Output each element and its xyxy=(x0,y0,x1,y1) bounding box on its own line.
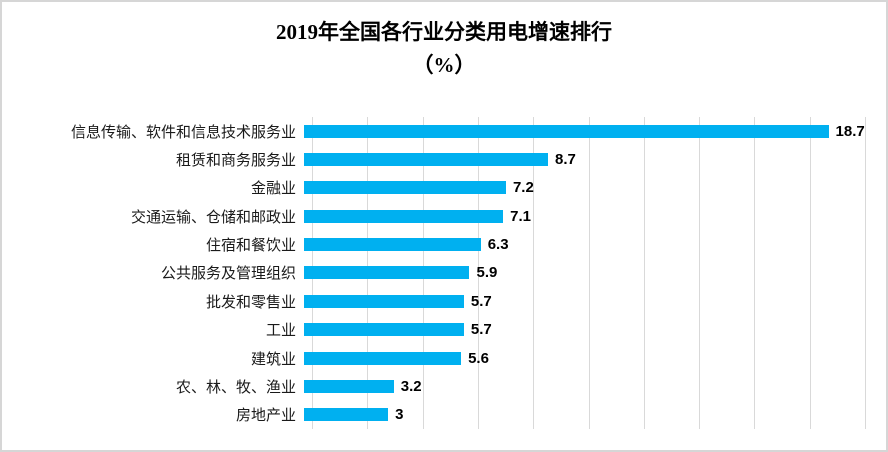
bar-value-label: 5.9 xyxy=(476,264,498,282)
bar-row: 信息传输、软件和信息技术服务业 18.7 xyxy=(14,117,865,145)
bar-track: 5.7 xyxy=(304,287,865,315)
bar-value-label: 6.3 xyxy=(487,236,509,254)
bar-row: 建筑业 5.6 xyxy=(14,344,865,372)
bar-value-label: 5.7 xyxy=(470,321,492,339)
category-label: 建筑业 xyxy=(250,351,296,368)
bar xyxy=(304,379,394,393)
gridline xyxy=(588,117,590,429)
bar xyxy=(304,351,462,365)
bar-track: 7.2 xyxy=(304,174,865,202)
bar-track: 3.2 xyxy=(304,372,865,400)
bar-row: 租赁和商务服务业 8.7 xyxy=(14,145,865,173)
bar xyxy=(304,408,389,422)
bar-track: 3 xyxy=(304,401,865,429)
gridline xyxy=(754,117,756,429)
bar-row: 住宿和餐饮业 6.3 xyxy=(14,230,865,258)
gridline xyxy=(643,117,645,429)
bar-track: 7.1 xyxy=(304,202,865,230)
bar xyxy=(304,153,549,167)
bar xyxy=(304,266,470,280)
bar-value-label: 7.2 xyxy=(512,179,534,197)
category-label: 工业 xyxy=(265,323,296,340)
gridline xyxy=(865,117,866,429)
bar-row: 交通运输、仓储和邮政业 7.1 xyxy=(14,202,865,230)
bar xyxy=(304,238,481,252)
category-label: 交通运输、仓储和邮政业 xyxy=(130,209,296,226)
bar xyxy=(304,181,506,195)
gridline xyxy=(477,117,479,429)
gridline xyxy=(699,117,701,429)
bar-track: 8.7 xyxy=(304,145,865,173)
chart-title: 2019年全国各行业分类用电增速排行 （%） xyxy=(2,16,886,82)
bar-track: 6.3 xyxy=(304,230,865,258)
bar-value-label: 5.7 xyxy=(470,292,492,310)
bar-value-label: 8.7 xyxy=(555,151,576,169)
bar-track: 5.7 xyxy=(304,316,865,344)
category-label: 金融业 xyxy=(250,181,296,198)
bar-row: 金融业 7.2 xyxy=(14,174,865,202)
category-label: 信息传输、软件和信息技术服务业 xyxy=(70,124,296,141)
bar-track: 18.7 xyxy=(304,117,865,145)
bar-value-label: 3.2 xyxy=(400,377,422,395)
bar-value-label: 5.6 xyxy=(468,349,489,367)
category-label: 批发和零售业 xyxy=(205,294,296,311)
chart-title-line1: 2019年全国各行业分类用电增速排行 xyxy=(276,20,612,44)
bar-rows: 信息传输、软件和信息技术服务业 18.7 租赁和商务服务业 8.7 金融业 7.2 交通运输… xyxy=(14,117,865,429)
bar-track: 5.6 xyxy=(304,344,865,372)
bar-value-label: 7.1 xyxy=(510,207,531,225)
bar-track: 5.9 xyxy=(304,259,865,287)
category-label: 住宿和餐饮业 xyxy=(205,238,296,255)
bar-row: 公共服务及管理组织 5.9 xyxy=(14,259,865,287)
category-label: 公共服务及管理组织 xyxy=(160,266,296,283)
bar-row: 农、林、牧、渔业 3.2 xyxy=(14,372,865,400)
bar xyxy=(304,294,464,308)
bar xyxy=(304,209,504,223)
category-label: 房地产业 xyxy=(235,408,296,425)
bar-row: 工业 5.7 xyxy=(14,316,865,344)
gridline xyxy=(809,117,811,429)
chart-title-line2: （%） xyxy=(412,53,476,77)
bar-value-label: 18.7 xyxy=(835,122,865,140)
category-label: 租赁和商务服务业 xyxy=(175,153,296,170)
bar-row: 批发和零售业 5.7 xyxy=(14,287,865,315)
gridline xyxy=(533,117,535,429)
bar xyxy=(304,323,464,337)
bar-value-label: 3 xyxy=(395,406,404,424)
bar xyxy=(304,124,829,138)
bar-row: 房地产业 3 xyxy=(14,401,865,429)
category-label: 农、林、牧、渔业 xyxy=(175,379,296,396)
